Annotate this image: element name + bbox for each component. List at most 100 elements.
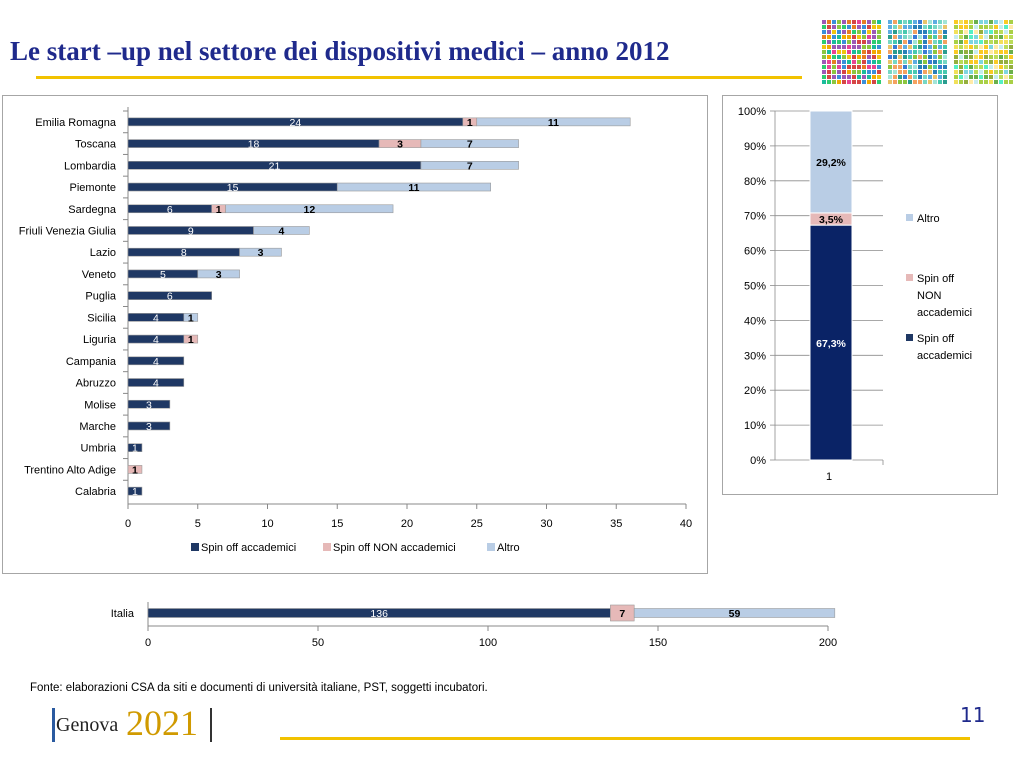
logo-dot — [954, 80, 958, 84]
logo-dot — [867, 70, 871, 74]
logo-dot — [1009, 55, 1013, 59]
logo-dot — [872, 30, 876, 34]
bar-segment — [197, 269, 240, 279]
logo-dot — [822, 60, 826, 64]
logo-dot — [872, 20, 876, 24]
legend-swatch — [487, 543, 495, 551]
logo-dot — [898, 60, 902, 64]
logo-dot — [964, 80, 968, 84]
logo-dot — [903, 50, 907, 54]
category-label: Friuli Venezia Giulia — [19, 225, 117, 237]
logo-dot — [918, 55, 922, 59]
y-tick-label: 70% — [744, 211, 766, 223]
logo-dot — [822, 40, 826, 44]
logo-dot — [857, 25, 861, 29]
logo-dot — [862, 40, 866, 44]
logo-dot — [832, 60, 836, 64]
logo-dot — [857, 30, 861, 34]
logo-dot — [943, 65, 947, 69]
logo-dot — [872, 70, 876, 74]
logo-dot — [827, 55, 831, 59]
logo-dot — [847, 60, 851, 64]
logo-dot — [832, 25, 836, 29]
logo-dot — [867, 50, 871, 54]
legend-label: Altro — [497, 542, 520, 554]
logo-dot — [974, 25, 978, 29]
logo-dot — [857, 20, 861, 24]
logo-dot — [994, 35, 998, 39]
data-label: 3 — [146, 399, 152, 411]
logo-dot — [867, 55, 871, 59]
logo-dot — [862, 35, 866, 39]
logo-dot — [964, 35, 968, 39]
logo-dot — [959, 70, 963, 74]
logo-dot — [923, 40, 927, 44]
logo-dot — [837, 75, 841, 79]
logo-dot — [847, 25, 851, 29]
logo-dot — [872, 35, 876, 39]
x-tick-label: 20 — [401, 518, 413, 530]
logo-dot — [852, 40, 856, 44]
logo-dot — [964, 40, 968, 44]
logo-dot — [898, 75, 902, 79]
logo-dot — [969, 35, 973, 39]
logo-dot — [989, 25, 993, 29]
logo-dot — [893, 60, 897, 64]
logo-dot — [898, 20, 902, 24]
logo-dot — [903, 75, 907, 79]
legend-label: Spin off accademici — [201, 542, 296, 554]
logo-dot — [827, 25, 831, 29]
logo-dot — [898, 30, 902, 34]
logo-dot — [954, 30, 958, 34]
logo-dot — [959, 50, 963, 54]
logo-dot — [872, 75, 876, 79]
logo-dot — [908, 25, 912, 29]
logo-dot — [969, 75, 973, 79]
logo-dot — [984, 70, 988, 74]
logo-dot — [847, 20, 851, 24]
data-label: 7 — [467, 139, 473, 151]
regional-bar-chart-panel: 0 5 10 15 20 25 30 35 40 Emilia Romagna 24 1 11 Tosca… — [2, 95, 708, 574]
logo-dot — [954, 50, 958, 54]
logo-dot — [842, 30, 846, 34]
logo-dot — [1004, 30, 1008, 34]
logo-dot — [969, 70, 973, 74]
logo-dot — [979, 20, 983, 24]
logo-dot — [867, 80, 871, 84]
category-label: Veneto — [82, 269, 116, 281]
logo-dot — [888, 30, 892, 34]
logo-dot — [994, 50, 998, 54]
logo-dot — [908, 40, 912, 44]
logo-dot — [867, 25, 871, 29]
logo-dot — [918, 75, 922, 79]
data-label: 6 — [167, 291, 173, 303]
logo-dot — [938, 30, 942, 34]
logo-dot — [877, 60, 881, 64]
logo-dot — [837, 20, 841, 24]
data-label: 4 — [153, 334, 159, 346]
percent-stacked-chart: 0% 10% 20% 30% 40% 50% 60% 70% 80% 90% 100% 1 67,3% 3… — [738, 106, 972, 483]
logo-dot — [877, 80, 881, 84]
logo-dot — [903, 55, 907, 59]
category-label: Liguria — [83, 334, 117, 346]
stack-data-label: 29,2% — [816, 157, 846, 169]
data-label: 21 — [269, 160, 281, 172]
logo-dot — [913, 20, 917, 24]
logo-dot — [928, 30, 932, 34]
logo-dot — [1009, 20, 1013, 24]
logo-dot — [862, 20, 866, 24]
page-number: 11 — [960, 703, 986, 727]
logo-dot — [847, 30, 851, 34]
logo-dot — [999, 40, 1003, 44]
logo-dot — [933, 80, 937, 84]
category-label: Molise — [84, 399, 116, 411]
logo-dot — [984, 80, 988, 84]
logo-dot — [857, 45, 861, 49]
logo-dot — [923, 75, 927, 79]
x-tick-label: 5 — [195, 518, 201, 530]
category-label: Emilia Romagna — [35, 117, 117, 129]
logo-dot — [908, 80, 912, 84]
logo-dot — [1004, 55, 1008, 59]
logo-dot — [837, 50, 841, 54]
logo-dot — [908, 60, 912, 64]
